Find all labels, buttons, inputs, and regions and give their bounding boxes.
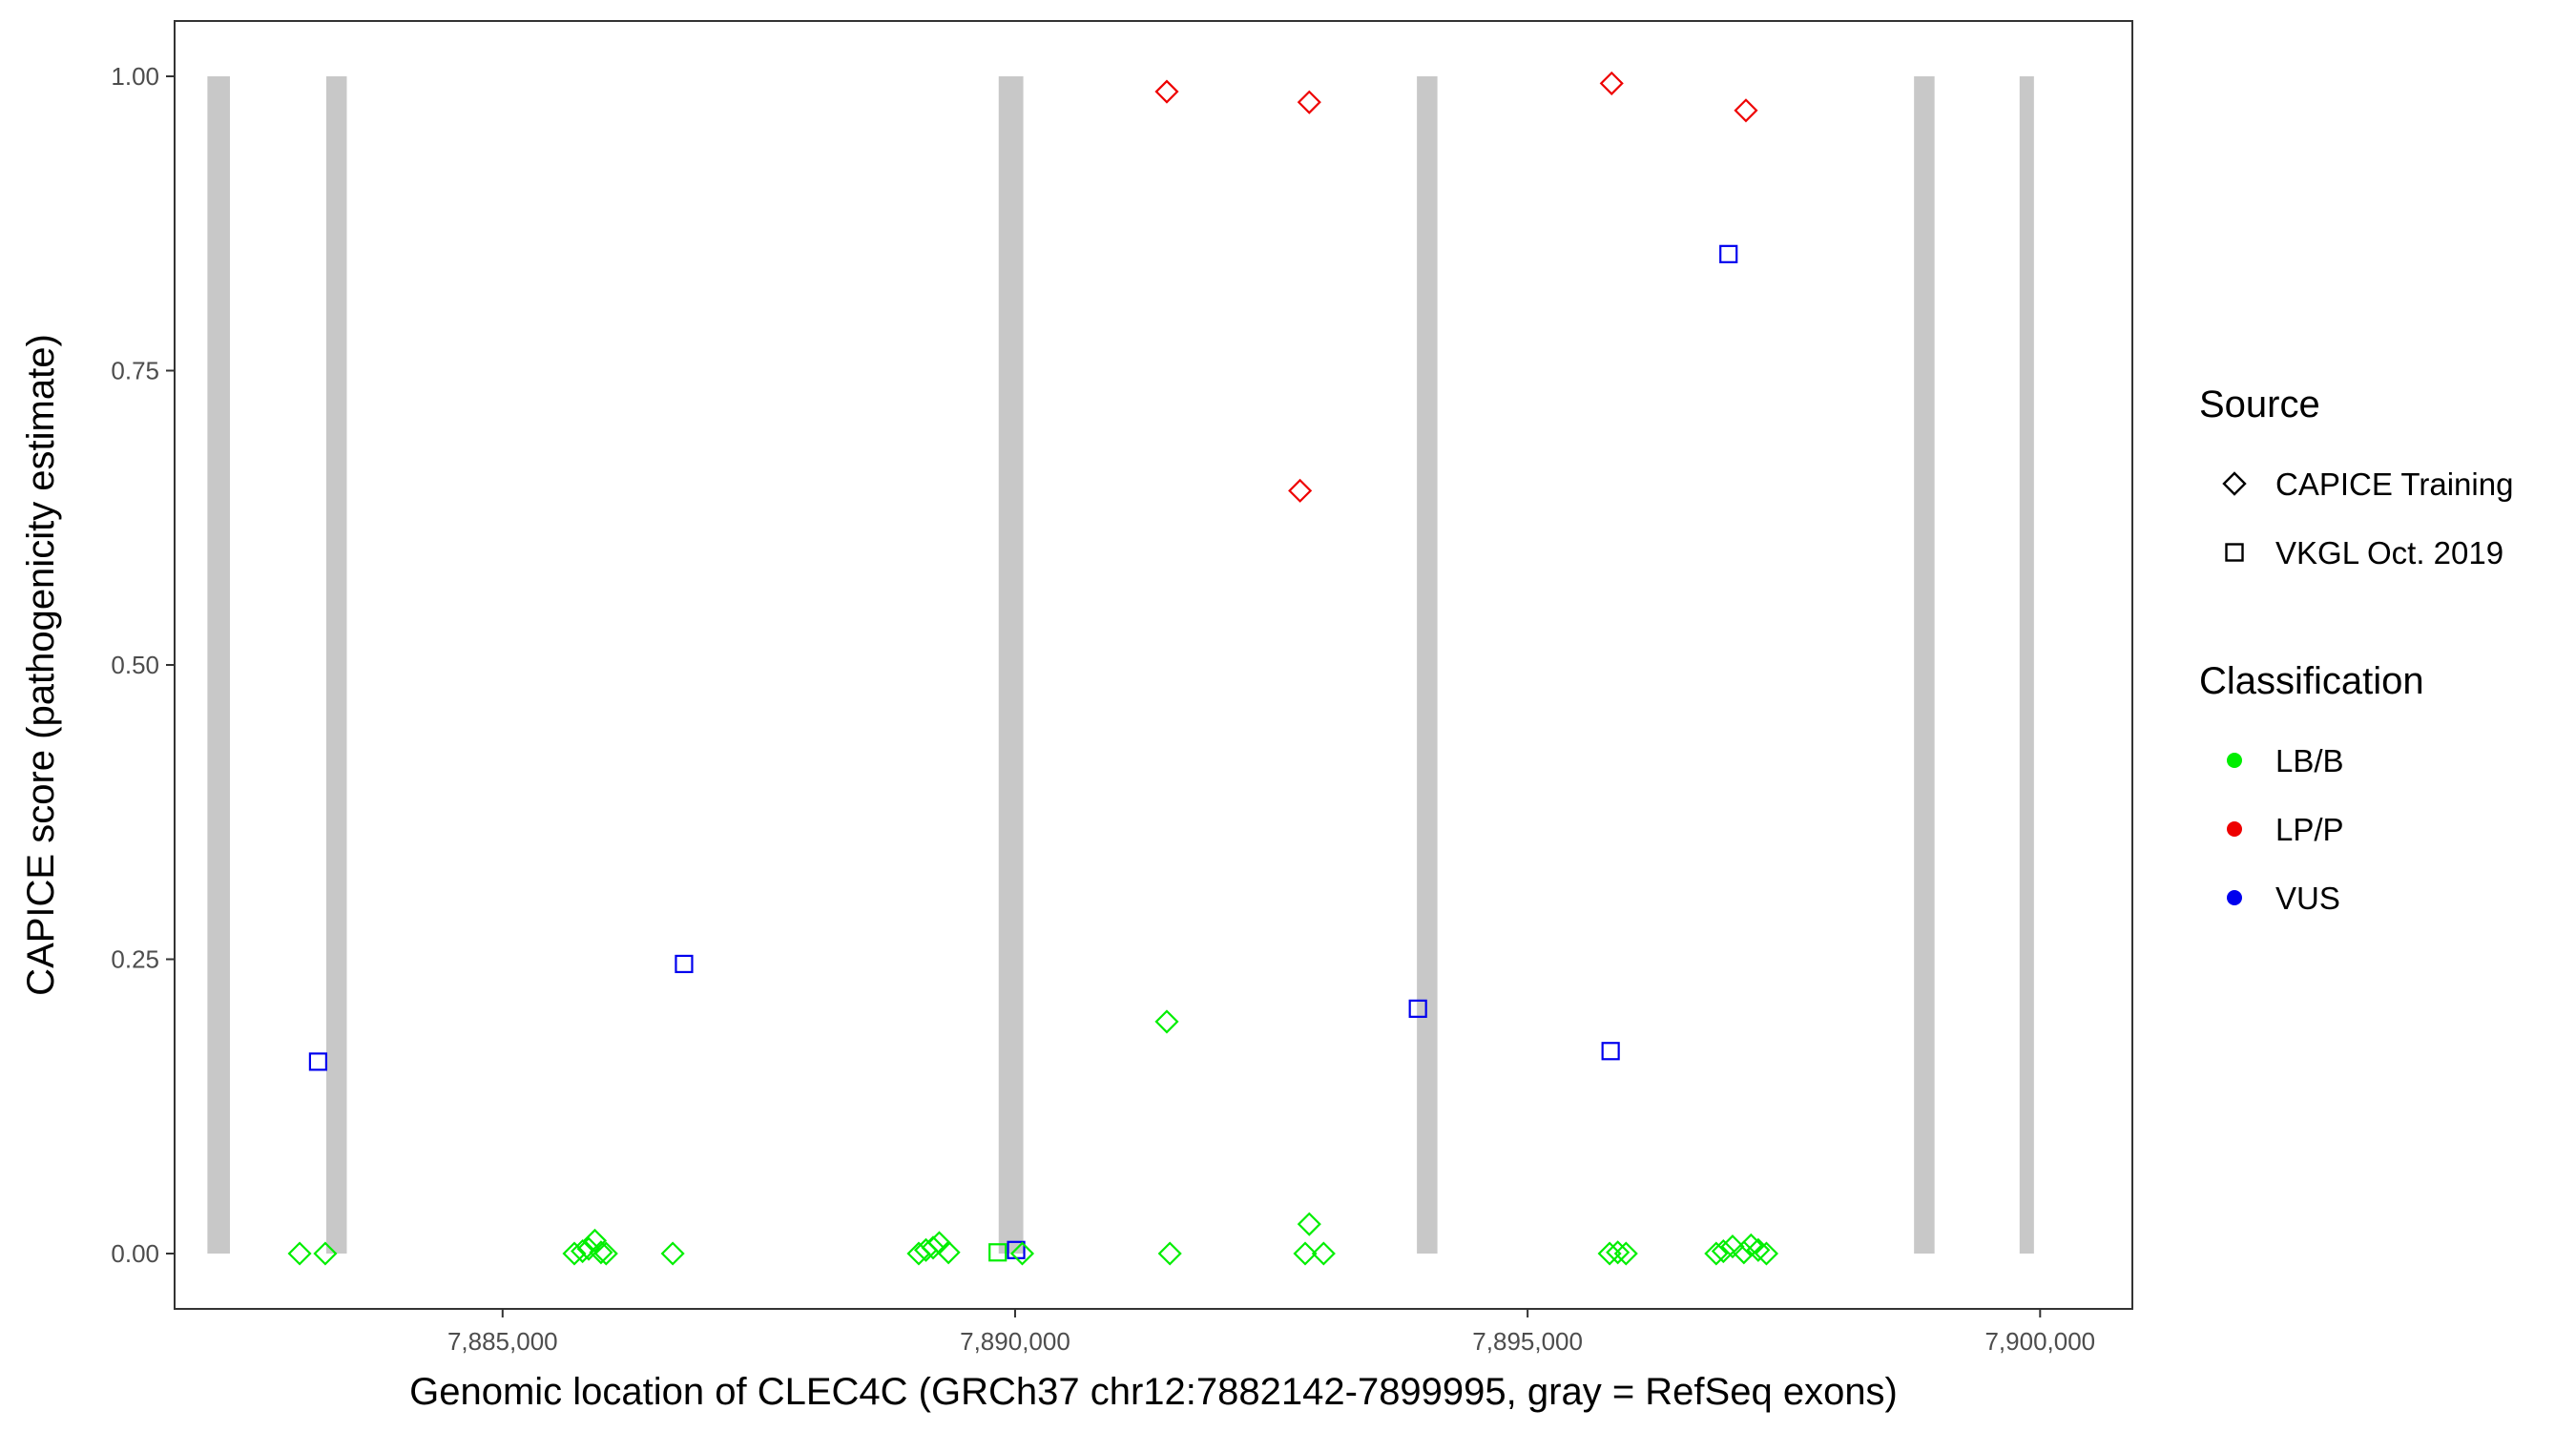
x-tick-label: 7,900,000: [1984, 1327, 2095, 1356]
y-axis: 0.00 0.25 0.50 0.75 1.00: [111, 62, 175, 1268]
exon-band-6: [2019, 75, 2034, 1255]
legend-label: VKGL Oct. 2019: [2275, 535, 2503, 570]
exon-band-2: [326, 75, 347, 1255]
legend-key: [2227, 753, 2242, 768]
legend-title-source: Source: [2199, 384, 2320, 425]
data-point: [1297, 1212, 1321, 1236]
data-point: [308, 1052, 328, 1071]
data-point: [1599, 71, 1624, 95]
y-tick-label: 1.00: [111, 62, 159, 91]
data-point: [1408, 999, 1427, 1018]
legend-key: [2225, 543, 2244, 562]
data-point: [589, 1240, 613, 1265]
x-tick-label: 7,885,000: [447, 1327, 558, 1356]
y-tick-label: 0.50: [111, 651, 159, 679]
x-axis: 7,885,000 7,890,000 7,895,000 7,900,000: [447, 1309, 2095, 1356]
data-point: [675, 954, 694, 974]
exon-band-5: [1914, 75, 1935, 1255]
data-point: [1597, 1241, 1622, 1266]
x-tick-label: 7,890,000: [960, 1327, 1070, 1356]
data-point: [1297, 90, 1321, 114]
data-point: [576, 1236, 601, 1261]
data-point: [1311, 1241, 1336, 1266]
data-point: [1734, 98, 1758, 123]
legend-label: LP/P: [2275, 812, 2344, 847]
data-point: [571, 1238, 595, 1264]
data-point: [1293, 1241, 1318, 1266]
data-point: [1009, 1241, 1035, 1266]
exon-bands: [207, 75, 2034, 1255]
data-point: [562, 1241, 587, 1266]
exon-band-1: [207, 75, 231, 1255]
data-point: [313, 1241, 338, 1266]
data-point: [936, 1240, 961, 1265]
legend-label: LB/B: [2275, 743, 2344, 778]
data-point: [1613, 1241, 1638, 1266]
y-tick-label: 0.00: [111, 1239, 159, 1268]
exon-band-3: [998, 75, 1024, 1255]
legend-label: VUS: [2275, 881, 2340, 916]
data-point: [1704, 1241, 1729, 1266]
exon-band-4: [1417, 75, 1438, 1255]
legend-key: [2222, 471, 2247, 496]
y-tick-label: 0.75: [111, 356, 159, 384]
legend: Source CAPICE Training VKGL Oct. 2019 Class…: [2199, 384, 2513, 916]
x-axis-title: Genomic location of CLEC4C (GRCh37 chr12…: [409, 1371, 1898, 1413]
data-point: [287, 1241, 312, 1266]
y-tick-label: 0.25: [111, 945, 159, 974]
legend-label: CAPICE Training: [2275, 467, 2513, 502]
data-point: [921, 1235, 945, 1260]
data-point: [1746, 1237, 1771, 1262]
legend-key: [2227, 890, 2242, 905]
data-point: [1288, 478, 1313, 503]
data-point: [1157, 1241, 1182, 1266]
data-point: [1720, 1234, 1745, 1259]
y-axis-title: CAPICE score (pathogenicity estimate): [20, 334, 62, 996]
data-point: [1732, 1240, 1756, 1265]
legend-title-classification: Classification: [2199, 660, 2424, 702]
data-point: [1738, 1233, 1763, 1257]
data-point: [593, 1241, 618, 1266]
data-point: [582, 1228, 608, 1253]
data-point: [1601, 1042, 1620, 1061]
x-tick-label: 7,895,000: [1472, 1327, 1583, 1356]
data-point: [1719, 244, 1738, 263]
data-point: [988, 1243, 1008, 1262]
legend-key: [2227, 821, 2242, 837]
data-point: [1711, 1238, 1735, 1264]
data-point: [660, 1241, 685, 1266]
data-point: [1154, 1009, 1179, 1034]
data-point: [1606, 1240, 1631, 1265]
data-point: [1154, 79, 1179, 104]
data-points: [287, 71, 1779, 1266]
data-point: [1754, 1241, 1779, 1266]
